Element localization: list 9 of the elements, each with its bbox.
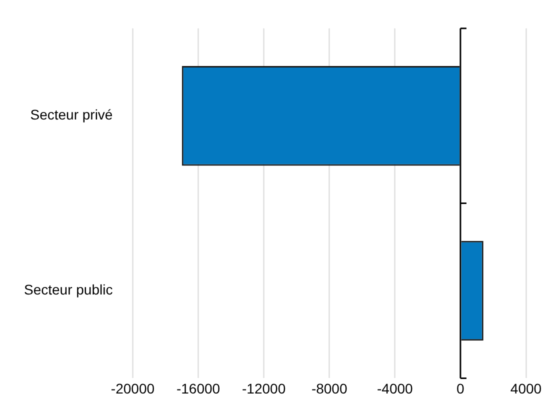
y-tick-label: Secteur public [24,282,113,298]
x-tick-label: -12000 [242,380,286,396]
x-tick-label: -16000 [176,380,220,396]
x-tick-label: -4000 [377,380,414,396]
x-tick-label: -20000 [110,380,155,396]
x-tick-label: 4000 [510,380,542,396]
y-tick-label: Secteur privé [30,106,113,123]
x-tick-label: -8000 [311,380,348,396]
x-tick-label: 0 [456,380,465,396]
